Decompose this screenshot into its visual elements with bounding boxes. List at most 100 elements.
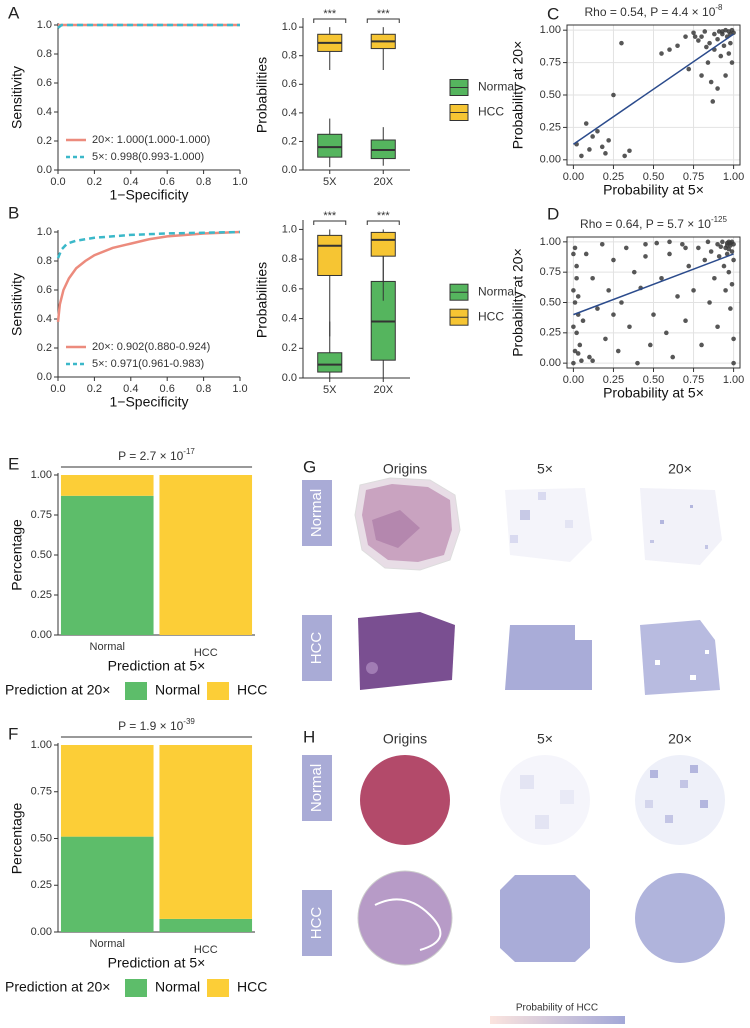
point <box>651 312 656 317</box>
chart-title: Rho = 0.64, P = 5.7 × 10-125 <box>580 215 727 231</box>
y-tick-label: 0.75 <box>31 509 52 521</box>
point <box>707 40 712 46</box>
x-tick-label: HCC <box>194 647 218 659</box>
panel-label: F <box>8 724 18 743</box>
legend-label: HCC <box>478 309 504 323</box>
row-label: Normal <box>308 764 325 812</box>
point <box>699 34 704 39</box>
y-tick-label: 0.50 <box>31 549 52 561</box>
point <box>686 263 692 269</box>
point <box>716 254 722 259</box>
x-tick-label: 0.8 <box>196 176 211 188</box>
panel-label: C <box>547 4 559 23</box>
significance-bracket <box>313 18 347 23</box>
y-tick-label: 1.00 <box>31 739 52 751</box>
point <box>708 79 714 85</box>
point <box>683 318 688 323</box>
point <box>729 249 735 254</box>
panel-label: G <box>303 457 316 476</box>
x-tick-label: 0.50 <box>643 374 664 386</box>
legend-label: Normal <box>155 979 200 995</box>
chart-title: Rho = 0.54, P = 4.4 × 10-8 <box>584 3 723 19</box>
bar-segment <box>60 745 154 837</box>
y-tick-label: 1.0 <box>37 19 52 31</box>
x-axis-label: Prediction at 5× <box>108 658 206 674</box>
box <box>317 234 343 276</box>
legend-label: HCC <box>478 105 504 119</box>
significance-label: *** <box>323 210 337 222</box>
x-tick-label: 0.2 <box>87 176 102 188</box>
x-tick-label: 0.0 <box>50 176 65 188</box>
title-exponent: -8 <box>715 3 723 12</box>
point <box>696 245 701 251</box>
y-axis-label: Probability at 20× <box>510 248 526 357</box>
y-tick-label: 0.8 <box>282 50 297 62</box>
fit-line <box>573 253 734 316</box>
significance-bracket <box>366 18 400 23</box>
title-text: Rho = 0.54, P = 4.4 × 10 <box>584 5 715 19</box>
row-label-box <box>302 890 332 956</box>
x-tick-label: 0.25 <box>603 374 624 386</box>
point <box>590 358 595 364</box>
point <box>731 336 736 342</box>
point <box>718 53 724 59</box>
y-tick-label: 0.0 <box>37 164 52 176</box>
legend-label: 5×: 0.971(0.961-0.983) <box>92 358 204 370</box>
y-tick-label: 0.00 <box>31 926 52 938</box>
y-axis-label: Percentage <box>9 519 25 591</box>
roc-curve <box>56 230 241 323</box>
x-tick-label: 0.75 <box>683 171 704 183</box>
point <box>575 351 581 356</box>
bar-segment <box>159 475 253 635</box>
point <box>611 257 616 263</box>
point <box>731 30 736 36</box>
plot-border <box>566 236 741 369</box>
point <box>615 348 621 354</box>
y-tick-label: 0.2 <box>37 342 52 354</box>
point <box>705 239 711 245</box>
y-axis-label: Sensitivity <box>9 273 25 336</box>
point <box>579 358 584 364</box>
point <box>712 31 717 37</box>
colorbar-label: Probability of HCC <box>516 1003 598 1014</box>
point <box>680 241 685 247</box>
legend-label: 5×: 0.998(0.993-1.000) <box>92 151 204 163</box>
column-header: 5× <box>537 731 553 747</box>
y-tick-label: 0.2 <box>282 135 297 147</box>
row-label: HCC <box>308 632 325 665</box>
point <box>720 239 725 245</box>
point <box>715 86 720 91</box>
x-axis-label: 1−Specificity <box>110 187 189 203</box>
point <box>571 251 576 257</box>
point <box>675 43 680 49</box>
colorbar <box>490 1016 625 1024</box>
point <box>611 312 616 317</box>
legend-label: Normal <box>478 80 517 94</box>
panel-label: H <box>303 727 315 746</box>
y-tick-label: 0.25 <box>540 121 561 133</box>
x-tick-label: 0.4 <box>123 383 138 395</box>
point <box>726 269 732 275</box>
point <box>590 134 595 139</box>
x-tick-label: 0.0 <box>50 383 65 395</box>
chart-title: P = 2.7 × 10-17 <box>118 447 195 463</box>
title-text: P = 2.7 × 10 <box>118 449 183 463</box>
significance-label: *** <box>377 210 391 222</box>
title-text: Rho = 0.64, P = 5.7 × 10 <box>580 217 711 231</box>
point <box>627 148 632 154</box>
tissue-images <box>357 755 725 966</box>
point <box>721 263 727 269</box>
point <box>574 275 579 281</box>
point <box>577 342 583 348</box>
y-tick-label: 0.6 <box>282 78 297 90</box>
point <box>654 240 660 246</box>
y-tick-label: 0.00 <box>540 357 561 369</box>
box <box>317 133 343 158</box>
point <box>683 34 688 39</box>
point <box>724 243 730 248</box>
bar-segment <box>159 918 253 932</box>
y-tick-label: 0.75 <box>31 786 52 798</box>
y-tick-label: 0.75 <box>540 56 561 68</box>
x-tick-label: 1.0 <box>232 383 247 395</box>
